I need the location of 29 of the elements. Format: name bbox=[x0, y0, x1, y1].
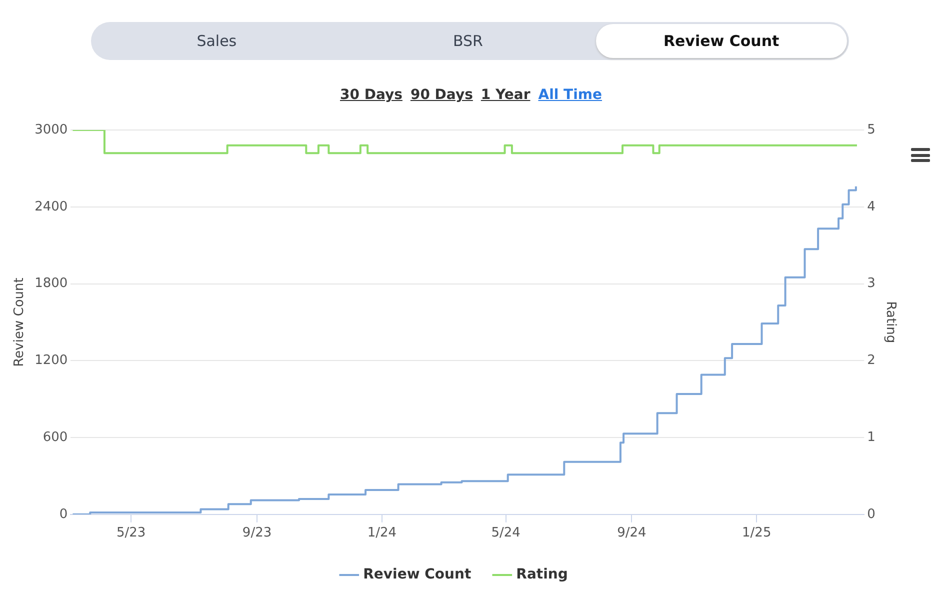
x-tick-label: 5/23 bbox=[116, 526, 146, 541]
legend-label: Rating bbox=[516, 566, 568, 583]
text: 90 Days bbox=[410, 87, 473, 103]
text: All Time bbox=[538, 87, 602, 103]
text: 30 Days bbox=[340, 87, 402, 103]
y2-tick-label: 1 bbox=[867, 430, 876, 445]
text: Sales bbox=[196, 31, 238, 52]
y2-tick-label: 5 bbox=[867, 122, 876, 138]
y2-tick-label: 4 bbox=[867, 199, 876, 214]
y2-tick-label: 3 bbox=[867, 276, 876, 292]
y-tick-label: 0 bbox=[59, 506, 68, 522]
text: Review Count bbox=[596, 24, 847, 58]
x-tick-label: 1/25 bbox=[742, 526, 772, 541]
x-tick-label: 9/24 bbox=[617, 526, 646, 541]
x-tick-label: 5/24 bbox=[491, 526, 520, 541]
y-tick-label: 600 bbox=[42, 430, 68, 445]
y-tick-label: 1800 bbox=[34, 276, 68, 292]
y-tick-label: 3000 bbox=[34, 122, 68, 138]
x-tick-label: 9/23 bbox=[242, 526, 272, 541]
y2-axis-title: Rating bbox=[882, 301, 898, 344]
y-tick-label: 2400 bbox=[34, 199, 68, 214]
y-axis-title: Review Count bbox=[12, 278, 28, 367]
text: BSR bbox=[452, 31, 484, 52]
x-tick-label: 1/24 bbox=[367, 526, 397, 541]
y-tick-label: 1200 bbox=[34, 353, 68, 368]
y2-tick-label: 0 bbox=[867, 506, 876, 522]
text: 1 Year bbox=[480, 87, 530, 103]
y2-tick-label: 2 bbox=[867, 353, 876, 368]
legend-label: Review Count bbox=[363, 566, 472, 583]
